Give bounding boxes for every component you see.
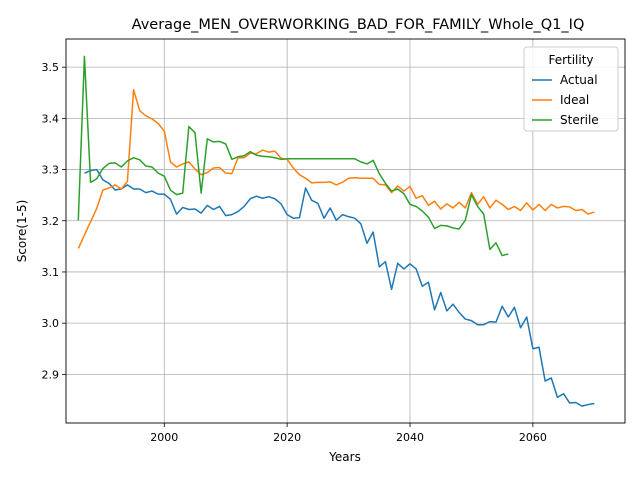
y-axis: 2.9 3.0 3.1 3.2 3.3 3.4 3.5 <box>42 61 66 381</box>
legend: Fertility Actual Ideal Sterile <box>523 46 619 132</box>
x-tick-label: 2000 <box>150 431 178 444</box>
legend-frame <box>523 46 619 132</box>
series-line-ideal <box>77 88 595 249</box>
y-tick-label: 3.2 <box>42 215 60 228</box>
x-tick-label: 2060 <box>519 431 547 444</box>
y-tick-label: 3.3 <box>42 164 60 177</box>
legend-label-ideal: Ideal <box>560 93 589 107</box>
series-line-sterile <box>77 55 509 257</box>
legend-entries: Actual Ideal Sterile <box>532 73 599 127</box>
y-tick-label: 3.5 <box>42 61 60 74</box>
y-axis-label: Score(1-5) <box>15 200 29 263</box>
x-axis: 2000 2020 2040 2060 <box>150 423 547 444</box>
axes-frame <box>65 38 626 424</box>
plot-lines <box>77 55 595 407</box>
x-tick-label: 2040 <box>396 431 424 444</box>
legend-label-sterile: Sterile <box>560 113 599 127</box>
chart-title: Average_MEN_OVERWORKING_BAD_FOR_FAMILY_W… <box>132 17 585 33</box>
y-tick-label: 2.9 <box>42 368 60 381</box>
legend-title: Fertility <box>548 53 593 67</box>
y-tick-label: 3.4 <box>42 112 60 125</box>
y-tick-label: 3.0 <box>42 317 60 330</box>
y-tick-label: 3.1 <box>42 266 60 279</box>
x-axis-label: Years <box>328 450 361 464</box>
series-line-actual <box>84 168 595 407</box>
x-tick-label: 2020 <box>273 431 301 444</box>
legend-label-actual: Actual <box>560 73 598 87</box>
